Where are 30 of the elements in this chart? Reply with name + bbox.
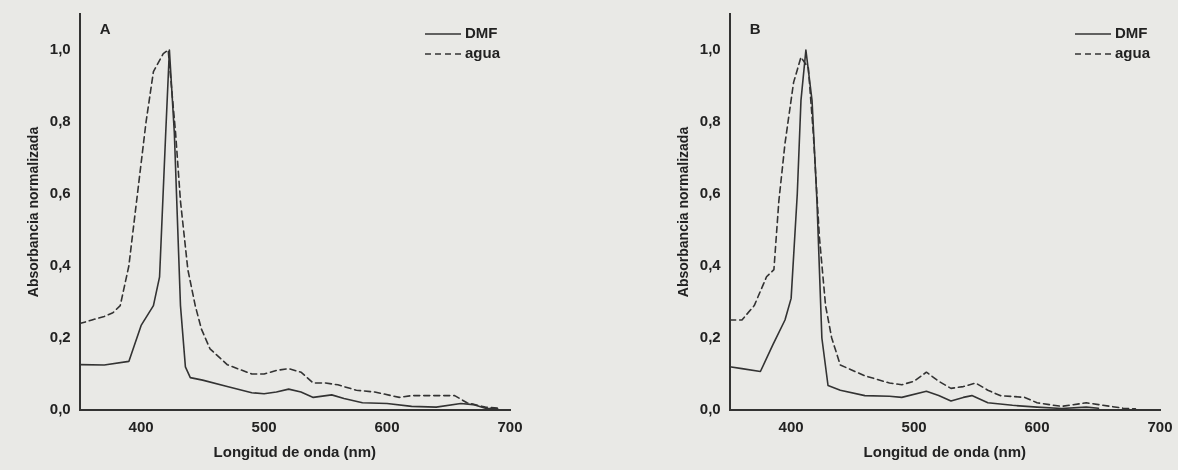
text: A (99, 19, 111, 37)
y-tick-label: 0,4 (699, 256, 722, 274)
y-tick-label: 0,0 (49, 400, 71, 418)
x-tick-label: 400 (128, 418, 154, 436)
legend-label: agua (464, 44, 501, 62)
y-tick-label: 0,4 (49, 256, 72, 274)
y-axis-title: Absorbancia normalizada (675, 126, 692, 298)
y-axis-title: Absorbancia normalizada (25, 126, 42, 298)
x-tick-label: 700 (497, 418, 523, 436)
y-tick-label: 0,6 (699, 184, 721, 202)
x-tick-label: 500 (251, 418, 277, 436)
y-tick-label: 0,0 (699, 400, 721, 418)
x-axis-title: Longitud de onda (nm) (863, 443, 1027, 461)
y-tick-label: 1,0 (49, 40, 71, 58)
x-axis-title: Longitud de onda (nm) (213, 443, 377, 461)
x-tick-label: 400 (778, 418, 804, 436)
legend-label: DMF (464, 24, 498, 42)
x-tick-label: 700 (1147, 418, 1173, 436)
x-tick-label: 500 (901, 418, 927, 436)
y-tick-label: 0,6 (49, 184, 71, 202)
y-tick-label: 0,2 (49, 328, 71, 346)
x-tick-label: 600 (374, 418, 400, 436)
y-tick-label: 0,8 (49, 112, 71, 130)
x-tick-label: 600 (1024, 418, 1050, 436)
y-tick-label: 0,8 (699, 112, 721, 130)
legend-label: DMF (1114, 24, 1148, 42)
legend-label: agua (1114, 44, 1151, 62)
y-tick-label: 0,2 (699, 328, 721, 346)
y-tick-label: 1,0 (699, 40, 721, 58)
text: B (749, 19, 761, 37)
